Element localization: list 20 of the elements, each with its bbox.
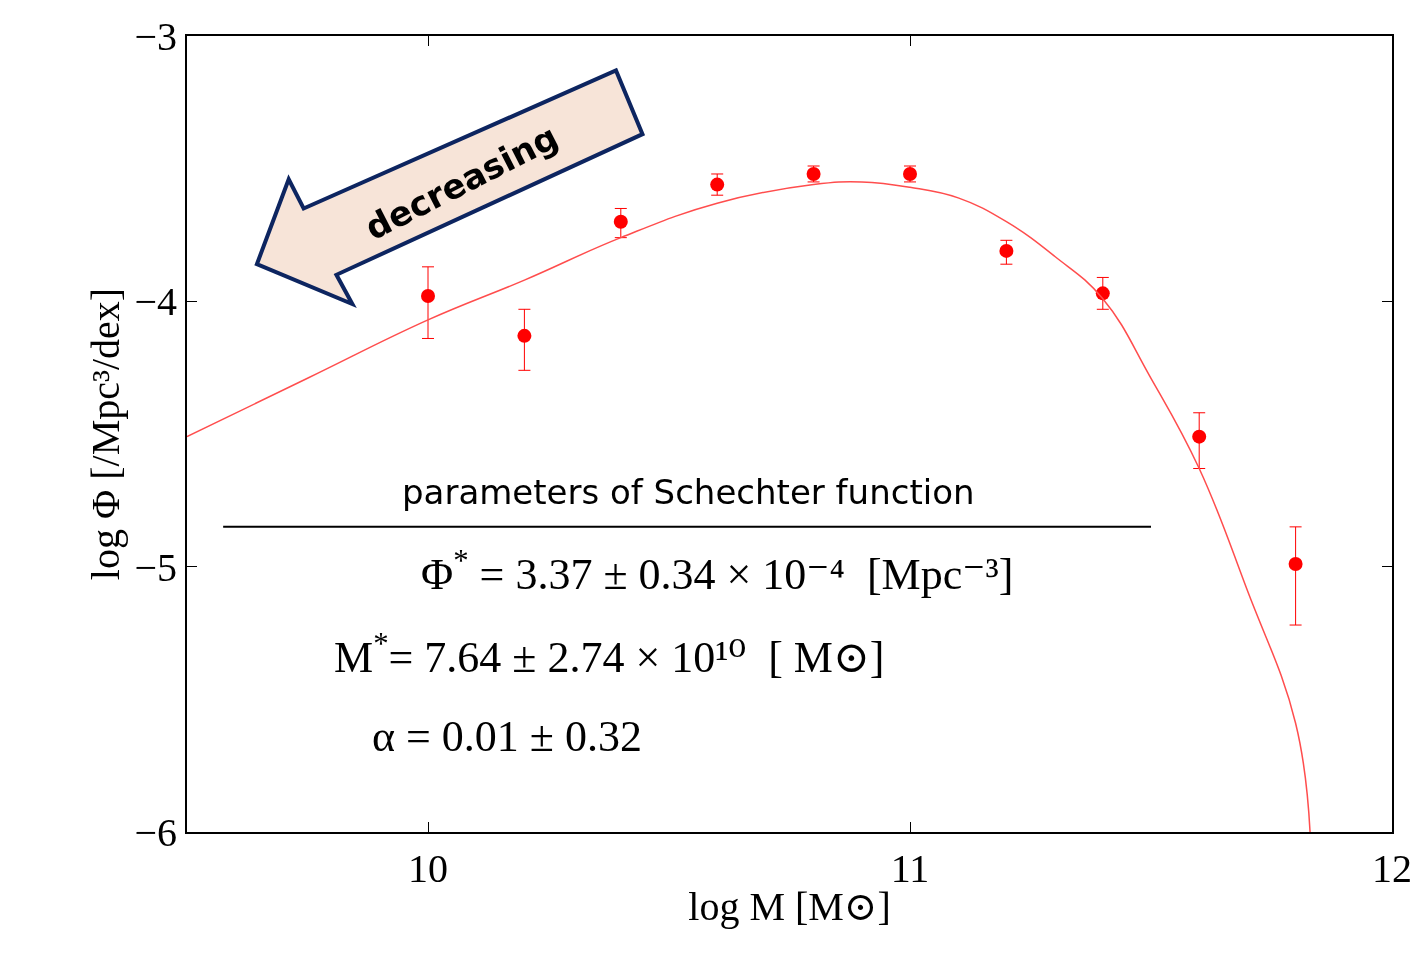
x-axis-title: log M [M⊙] xyxy=(688,884,891,929)
point xyxy=(1288,557,1303,571)
y-axis-title: log Φ [/Mpc³/dex] xyxy=(83,287,129,581)
y-tick-label: −4 xyxy=(134,279,177,325)
point xyxy=(517,328,532,343)
x-tick-label: 10 xyxy=(408,846,448,891)
annotation: parameters of Schechter function xyxy=(402,472,975,512)
point xyxy=(613,214,628,229)
annotation: α = 0.01 ± 0.32 xyxy=(372,712,643,761)
x-tick-label: 12 xyxy=(1372,846,1412,891)
y-tick-label: −3 xyxy=(134,14,177,59)
annotation: M$^{*}$= 7.64 ± 2.74 × 10¹⁰ [ M⊙] xyxy=(334,627,885,683)
point xyxy=(1192,429,1207,444)
point xyxy=(999,243,1014,258)
point xyxy=(421,289,435,304)
x-tick-label: 11 xyxy=(890,846,930,891)
y-tick-label: −6 xyxy=(134,810,177,855)
y-tick-label: −5 xyxy=(134,544,177,590)
annotation: Φ$^{*}$ = 3.37 ± 0.34 × 10⁻⁴ [Mpc⁻³] xyxy=(421,544,1014,600)
point xyxy=(710,177,725,192)
